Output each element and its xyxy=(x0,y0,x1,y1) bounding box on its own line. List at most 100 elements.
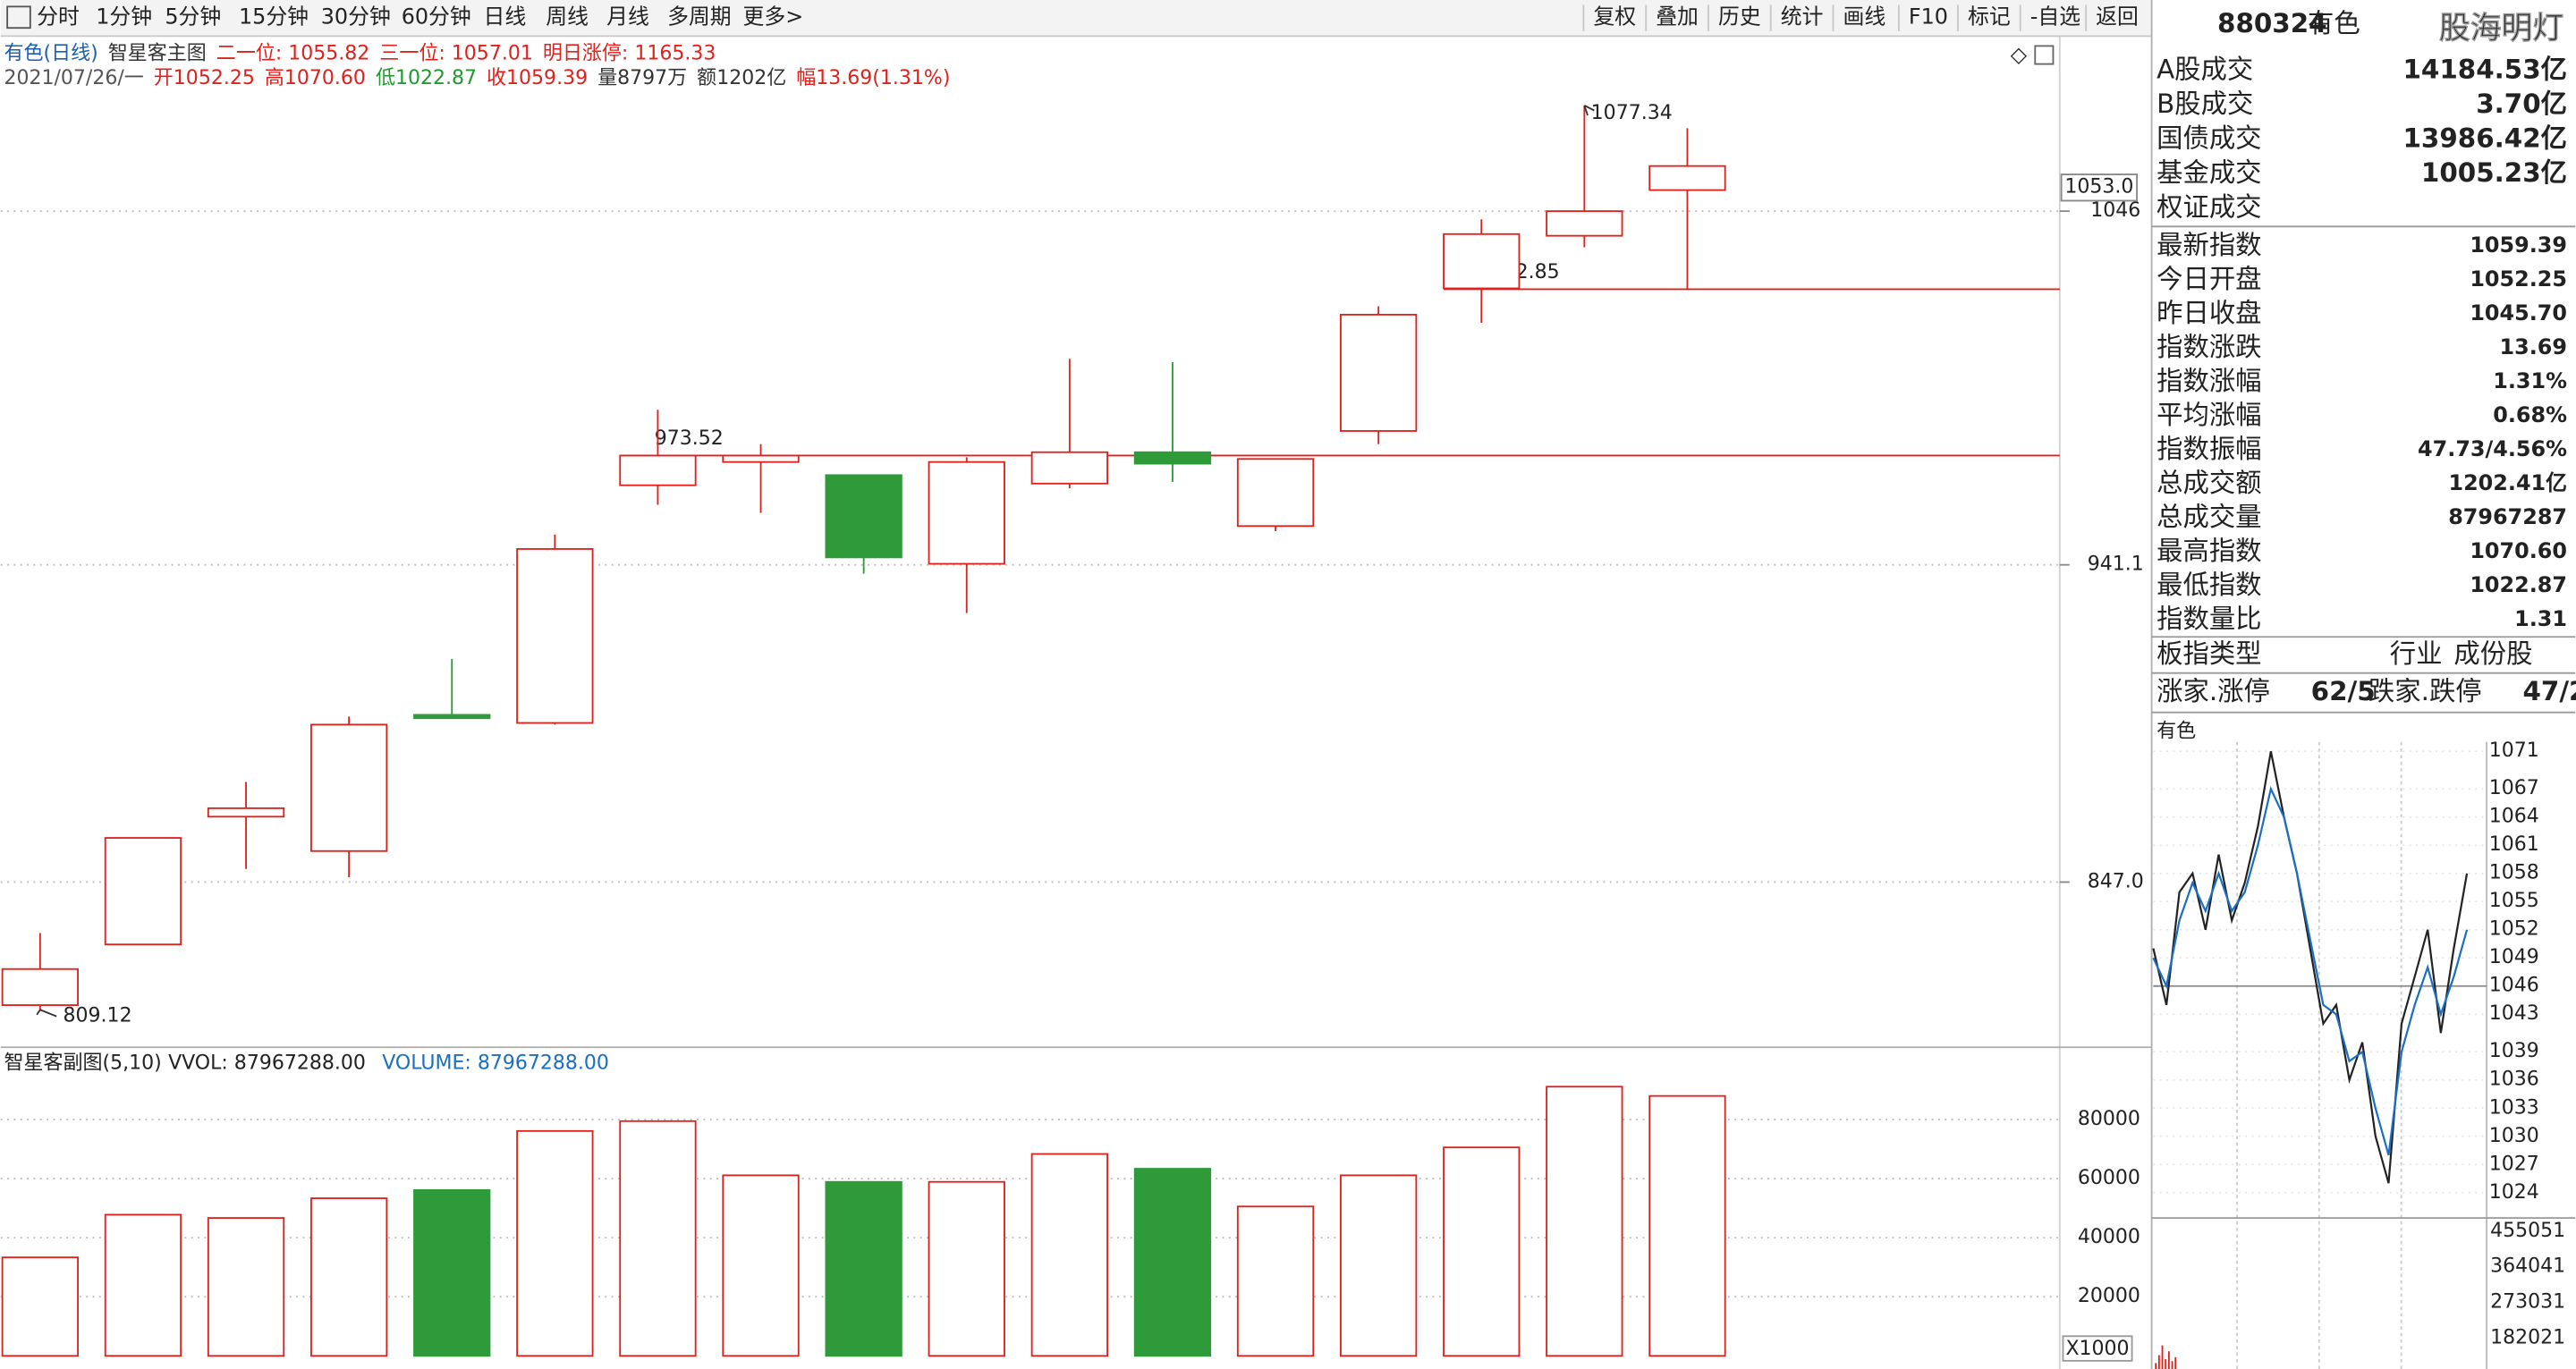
mini-volume-bar xyxy=(2165,1358,2167,1369)
info-item: 有色(日线) xyxy=(4,43,97,65)
mini-tick-label: 1033 xyxy=(2489,1096,2539,1119)
mini-tick-label: 1067 xyxy=(2489,777,2539,799)
toolbar-tab[interactable]: 日线 xyxy=(483,4,526,30)
candle-body xyxy=(413,714,491,720)
toolbar-button[interactable]: -自选 xyxy=(2030,4,2080,30)
diamond-icon[interactable]: ◇ xyxy=(2011,42,2028,67)
info-line: 有色(日线) 智星客主图 二一位: 1055.82 三一位: 1057.01 明日涨停:… xyxy=(4,43,716,65)
candle-body xyxy=(1648,165,1726,191)
row-value: 1.31% xyxy=(2493,368,2567,393)
toolbar xyxy=(0,0,2152,37)
y-tick-label: 1046 xyxy=(2090,199,2140,222)
volume-tick-label: 60000 xyxy=(2078,1167,2140,1189)
volume-bar xyxy=(619,1120,697,1357)
info-item: 高1070.60 xyxy=(265,67,366,89)
mini-line xyxy=(2152,785,2469,1156)
toolbar-button[interactable]: 历史 xyxy=(1718,4,1761,30)
info-item: 收1059.39 xyxy=(487,67,588,89)
row-value: 47.73/4.56% xyxy=(2418,436,2567,461)
volume-title: 智星客副图(5,10) xyxy=(4,1052,161,1075)
window-icon[interactable] xyxy=(2034,45,2055,65)
info-item: 开1052.25 xyxy=(154,67,255,89)
breadth-value: 47/2 xyxy=(2522,676,2576,706)
candle-body xyxy=(825,474,902,559)
toolbar-tab[interactable]: 30分钟 xyxy=(321,4,391,30)
mini-tick-label: 1027 xyxy=(2489,1153,2539,1175)
toolbar-tab[interactable]: 周线 xyxy=(546,4,589,30)
toolbar-button[interactable]: 标记 xyxy=(1968,4,2011,30)
mini-volume-bar xyxy=(2157,1355,2160,1369)
y-tick-label: 941.1 xyxy=(2088,554,2144,576)
toolbar-button[interactable]: 画线 xyxy=(1843,4,1885,30)
price-marker-label: 1053.0 xyxy=(2064,176,2133,199)
candle-body xyxy=(1030,451,1108,485)
row-value: 1005.23亿 xyxy=(2421,157,2567,188)
mini-tick-label: 1049 xyxy=(2489,946,2539,968)
row-value: 1052.25 xyxy=(2470,266,2567,292)
toolbar-tab[interactable]: 60分钟 xyxy=(402,4,471,30)
unit-box xyxy=(2062,1335,2133,1362)
high-arrow xyxy=(1583,105,1595,116)
toolbar-button[interactable]: 复权 xyxy=(1593,4,1636,30)
mini-volume-tick: 273031 xyxy=(2490,1290,2565,1313)
toolbar-tab[interactable]: 15分钟 xyxy=(239,4,309,30)
level-label: 973.52 xyxy=(655,427,724,450)
toolbar-button[interactable]: 叠加 xyxy=(1656,4,1699,30)
row-value: 1070.60 xyxy=(2470,538,2567,563)
toolbar-tab[interactable]: 1分钟 xyxy=(96,4,152,30)
volume-value: VOLUME: 87967288.00 xyxy=(382,1052,609,1075)
volume-bar xyxy=(1236,1205,1315,1357)
toolbar-tab[interactable]: 5分钟 xyxy=(165,4,221,30)
row-value: 13986.42亿 xyxy=(2403,123,2568,154)
info-item: 额1202亿 xyxy=(697,67,786,89)
menu-icon[interactable] xyxy=(6,5,31,30)
row-label: 板指类型 xyxy=(2157,638,2261,669)
mini-tick-label: 1064 xyxy=(2489,806,2539,828)
mini-tick-label: 1036 xyxy=(2489,1069,2539,1091)
candle-body xyxy=(619,454,697,486)
info-item: 二一位: 1055.82 xyxy=(216,43,370,65)
row-label: B股成交 xyxy=(2157,89,2253,119)
y-tick-label: 847.0 xyxy=(2088,870,2144,892)
mini-line xyxy=(2152,750,2469,1184)
volume-bar xyxy=(1133,1168,1212,1357)
mini-volume-bar xyxy=(2167,1351,2170,1369)
toolbar-tab[interactable]: 月线 xyxy=(606,4,649,30)
toolbar-tab[interactable]: 更多> xyxy=(743,4,804,30)
mini-volume-bar xyxy=(2174,1356,2177,1369)
volume-bar xyxy=(825,1180,902,1357)
unit-label: X1000 xyxy=(2065,1338,2129,1360)
row-value: 0.68% xyxy=(2493,402,2567,427)
info-item: 明日涨停: 1165.33 xyxy=(543,43,716,65)
candle-body xyxy=(1340,313,1418,432)
mini-tick-label: 1046 xyxy=(2489,975,2539,997)
candle-body xyxy=(1546,210,1623,237)
toolbar-button[interactable]: F10 xyxy=(1909,4,1948,30)
volume-bar xyxy=(1340,1174,1418,1357)
row-label: 权证成交 xyxy=(2157,192,2261,223)
row-label: 总成交量 xyxy=(2157,502,2261,532)
row-value[interactable]: 成份股 xyxy=(2453,638,2532,669)
toolbar-tab[interactable]: 分时 xyxy=(37,4,80,30)
volume-bar xyxy=(1648,1094,1726,1357)
row-value: 1059.39 xyxy=(2470,232,2567,258)
stock-name: 有色 xyxy=(2308,8,2360,38)
candle-body xyxy=(207,807,285,818)
row-label: 指数量比 xyxy=(2157,604,2261,634)
row-label: 总成交额 xyxy=(2157,468,2261,498)
mini-tick-label: 1024 xyxy=(2489,1181,2539,1204)
candle-body xyxy=(1236,458,1315,528)
candle-body xyxy=(722,454,800,463)
row-value: 14184.53亿 xyxy=(2403,54,2568,84)
row-label: 最低指数 xyxy=(2157,570,2261,600)
volume-bar xyxy=(1030,1153,1108,1357)
breadth-label: 跌家.跌停 xyxy=(2368,676,2482,706)
toolbar-tab[interactable]: 多周期 xyxy=(667,4,732,30)
toolbar-button[interactable]: 统计 xyxy=(1781,4,1824,30)
breadth-label: 涨家.涨停 xyxy=(2157,676,2270,706)
info-item: 三一位: 1057.01 xyxy=(379,43,533,65)
toolbar-button[interactable]: 返回 xyxy=(2096,4,2139,30)
